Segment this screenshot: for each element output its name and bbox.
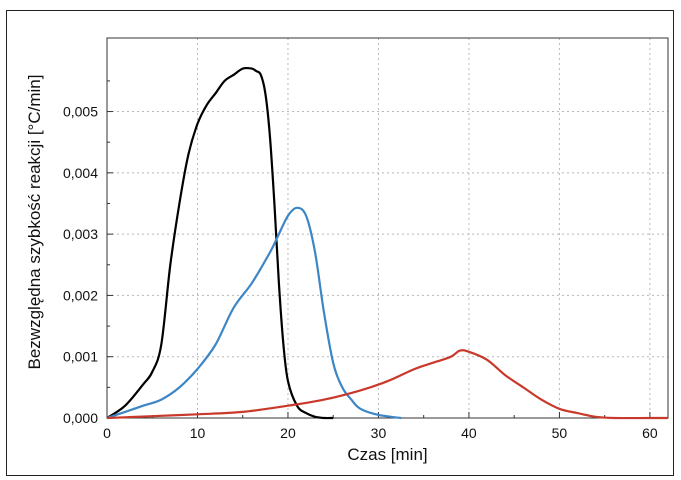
y-tick-label: 0,004 (63, 165, 98, 181)
x-tick-label: 30 (371, 425, 387, 441)
y-tick-label: 0,002 (63, 287, 98, 303)
x-tick-label: 0 (103, 425, 111, 441)
y-axis-title: Bezwzględna szybkość reakcji [°C/min] (25, 75, 44, 370)
x-tick-label: 40 (461, 425, 477, 441)
x-tick-label: 20 (280, 425, 296, 441)
series-lines (106, 66, 668, 420)
y-tick-label: 0,005 (63, 104, 98, 120)
series-line (106, 349, 668, 420)
chart-frame (6, 10, 674, 476)
x-tick-label: 60 (642, 425, 658, 441)
series-line (106, 206, 402, 420)
y-tick-label: 0,001 (63, 349, 98, 365)
tick-labels: 0 10 20 30 40 50 60 0,000 0,001 0,002 0,003 0,004 0,… (63, 104, 658, 441)
series-line (106, 66, 334, 420)
x-tick-label: 50 (552, 425, 568, 441)
x-axis-title: Czas [min] (347, 445, 427, 464)
y-tick-label: 0,003 (63, 226, 98, 242)
grid-lines (107, 38, 668, 418)
y-tick-label: 0,000 (63, 410, 98, 426)
plot-area-border (106, 37, 669, 419)
x-tick-label: 10 (190, 425, 206, 441)
